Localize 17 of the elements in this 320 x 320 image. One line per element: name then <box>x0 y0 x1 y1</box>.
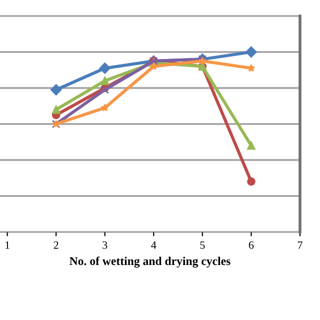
x-tick-label: 7 <box>298 241 302 249</box>
point <box>100 104 109 112</box>
point <box>247 141 256 150</box>
x-axis-title: No. of wetting and drying cycles <box>70 256 230 268</box>
point <box>247 177 256 186</box>
x-tick-label: 3 <box>102 241 108 249</box>
x-tick-label: 5 <box>200 241 205 249</box>
point <box>99 62 110 74</box>
x-tick-label: 6 <box>248 241 254 249</box>
point <box>100 76 110 85</box>
x-tick-label: 4 <box>151 241 156 249</box>
x-tick-label: 2 <box>54 241 58 249</box>
point <box>50 84 62 96</box>
point <box>52 105 60 114</box>
point <box>246 46 257 58</box>
point <box>247 64 256 72</box>
x-tick-label: 1 <box>6 241 10 249</box>
